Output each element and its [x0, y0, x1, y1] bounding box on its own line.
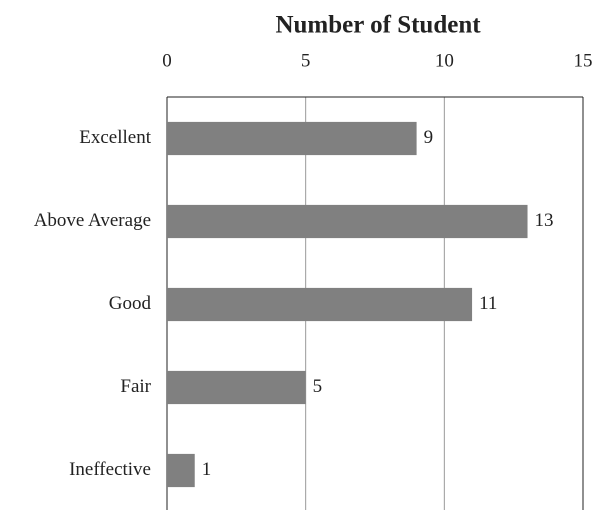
x-tick-label: 15: [574, 50, 593, 71]
data-label: 9: [424, 127, 434, 148]
bar: [167, 370, 306, 405]
x-tick-label: 0: [162, 50, 172, 71]
y-tick-label: Ineffective: [69, 459, 151, 480]
data-label: 1: [202, 459, 212, 480]
bar: [167, 204, 528, 239]
y-tick-label: Excellent: [79, 127, 151, 148]
data-label: 5: [313, 376, 323, 397]
bar: [167, 287, 473, 322]
y-tick-label: Above Average: [34, 210, 151, 231]
chart-title: Number of Student: [275, 12, 481, 39]
data-label: 11: [479, 293, 497, 314]
bar: [167, 453, 195, 488]
y-tick-label: Fair: [120, 376, 151, 397]
y-tick-label: Good: [109, 293, 152, 314]
data-label: 13: [535, 210, 554, 231]
x-tick-label: 10: [435, 50, 454, 71]
bar: [167, 121, 417, 156]
x-tick-label: 5: [301, 50, 311, 71]
